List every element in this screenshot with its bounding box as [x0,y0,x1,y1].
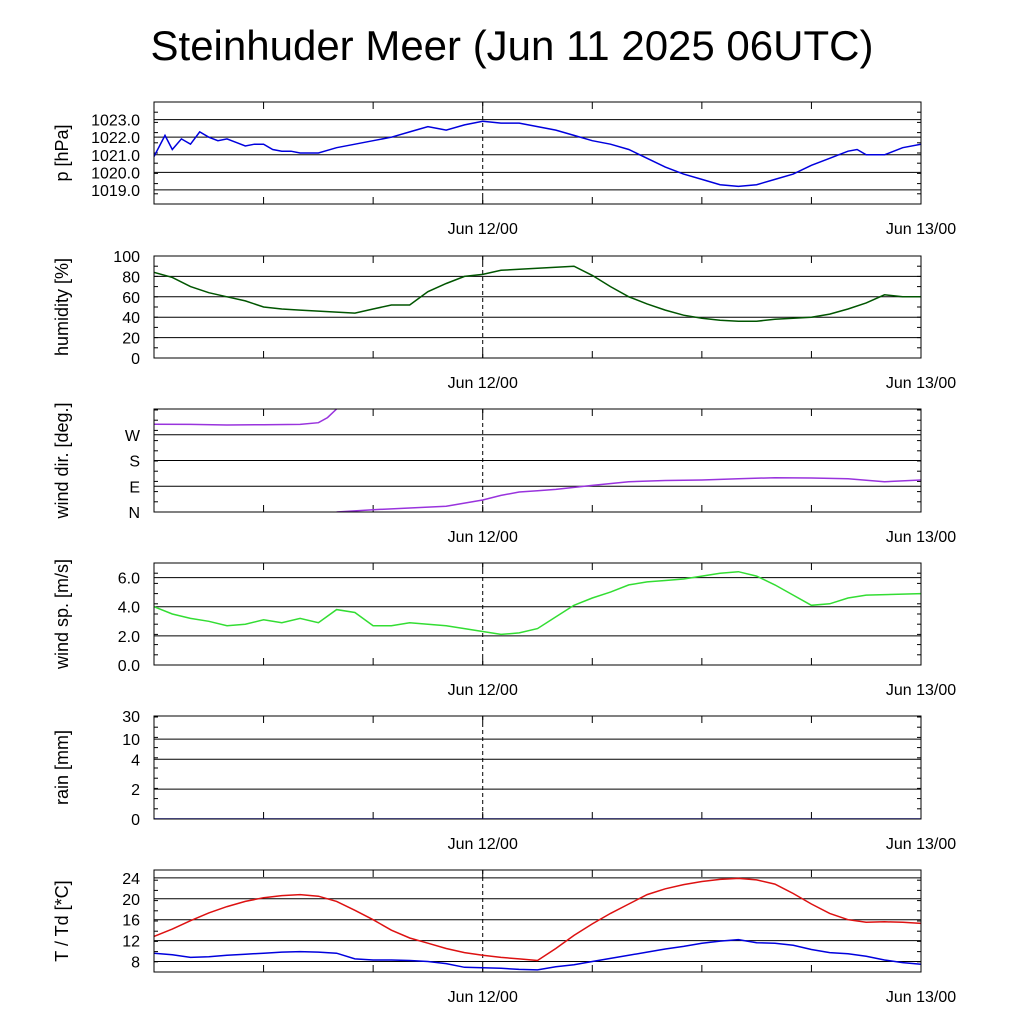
ytick-label: S [129,454,140,471]
plot-frame [153,408,922,513]
series-line [154,570,921,636]
xtick-label: Jun 12/00 [448,375,518,392]
series-line [154,265,921,323]
plot-frame [153,715,922,820]
ytick-label: 30 [122,709,140,726]
xtick-label: Jun 12/00 [448,989,518,1006]
series-line [154,409,338,426]
ytick-label: 0.0 [118,658,140,675]
ylabel: wind sp. [m/s] [52,559,72,670]
ytick-label: 24 [122,871,140,888]
ytick-label: 1020.0 [91,165,140,182]
ytick-label: 2 [131,782,140,799]
xtick-label: Jun 12/00 [448,221,518,238]
ytick-label: 40 [122,310,140,327]
series-line [154,120,921,188]
xtick-label: Jun 12/00 [448,836,518,853]
panel-5: 0 2 4 10 30 Jun 12/00 Jun 13/00 rain [mm] [52,709,956,853]
ytick-label: 1023.0 [91,113,140,130]
xtick-label: Jun 13/00 [886,989,956,1006]
xtick-label: Jun 13/00 [886,221,956,238]
ytick-label: 16 [122,913,140,930]
ytick-label: 20 [122,892,140,909]
ytick-label: 8 [131,955,140,972]
xtick-label: Jun 13/00 [886,529,956,546]
ytick-label: E [129,479,140,496]
panel-6: 8 12 16 20 24 Jun 12/00 Jun 13/00 T / Td [*C] [52,869,956,1006]
ytick-label: 4 [131,752,140,769]
xtick-label: Jun 13/00 [886,682,956,699]
ylabel: p [hPa] [52,124,72,181]
ylabel: rain [mm] [52,730,72,805]
xtick-label: Jun 13/00 [886,836,956,853]
ytick-label: 1022.0 [91,130,140,147]
plot-frame [153,562,922,666]
panel-4: 0.0 2.0 4.0 6.0 Jun 12/00 Jun 13/00 wind sp. [… [52,559,956,699]
xtick-label: Jun 12/00 [448,529,518,546]
ytick-label: 100 [113,249,140,266]
panel-2: 0 20 40 60 80 100 Jun 12/00 Jun 13/00 humidity [… [52,249,956,392]
ytick-label: 1021.0 [91,148,140,165]
ytick-label: 10 [122,732,140,749]
ytick-label: 80 [122,269,140,286]
ytick-label: 1019.0 [91,183,140,200]
ytick-label: 12 [122,934,140,951]
xtick-label: Jun 13/00 [886,375,956,392]
xtick-label: Jun 12/00 [448,682,518,699]
ytick-label: 60 [122,290,140,307]
ytick-label: N [128,505,140,522]
series-line [336,476,921,512]
ylabel: T / Td [*C] [52,880,72,961]
plot-frame [153,101,922,205]
ytick-label: 4.0 [118,600,140,617]
ytick-label: 6.0 [118,571,140,588]
series-line [154,938,921,971]
ytick-label: 0 [131,812,140,829]
ytick-label: 2.0 [118,629,140,646]
ylabel: humidity [%] [52,258,72,356]
plot-frame [153,255,922,359]
plot-frame [153,869,922,973]
series-line [154,877,921,962]
ytick-label: W [125,428,141,445]
ylabel: wind dir. [deg.] [52,402,72,519]
chart-title: Steinhuder Meer (Jun 11 2025 06UTC) [150,22,874,69]
ytick-label: 0 [131,351,140,368]
ytick-label: 20 [122,331,140,348]
